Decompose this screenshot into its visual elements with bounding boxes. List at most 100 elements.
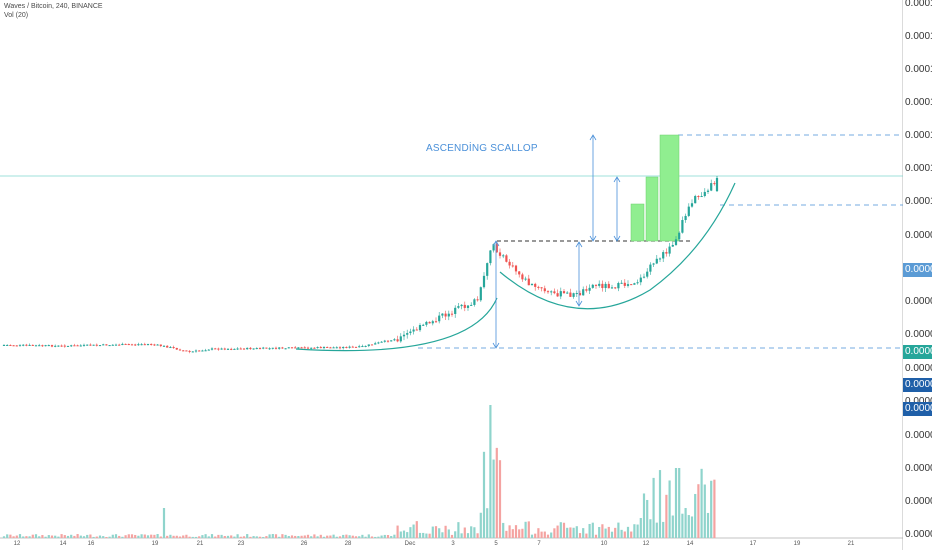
candle bbox=[198, 350, 201, 352]
volume-bar bbox=[130, 534, 134, 538]
candle bbox=[633, 283, 636, 285]
volume-bar bbox=[486, 508, 489, 538]
candle bbox=[678, 232, 681, 240]
volume-bar bbox=[124, 535, 127, 538]
candle bbox=[34, 345, 38, 347]
candle bbox=[345, 346, 348, 348]
candle bbox=[73, 345, 76, 347]
volume-bar bbox=[332, 534, 335, 538]
depth-arrow-head bbox=[575, 300, 583, 307]
candle bbox=[713, 183, 716, 185]
candle bbox=[287, 347, 290, 349]
volume-bar bbox=[319, 534, 322, 538]
candle bbox=[646, 271, 649, 277]
volume-bar bbox=[188, 536, 191, 538]
volume-bar bbox=[185, 534, 188, 538]
volume-bar bbox=[566, 527, 569, 538]
volume-bar bbox=[223, 535, 226, 538]
candle bbox=[623, 282, 626, 286]
volume-bar bbox=[713, 479, 716, 538]
volume-bar bbox=[572, 527, 575, 538]
candle bbox=[242, 348, 246, 350]
scallop-curve-left bbox=[295, 297, 498, 352]
candle bbox=[540, 287, 543, 289]
measure-arrows bbox=[492, 134, 621, 349]
volume-bar bbox=[604, 528, 607, 538]
candle bbox=[566, 292, 569, 294]
candle bbox=[463, 304, 466, 308]
volume-bar bbox=[418, 532, 422, 538]
volume-bar bbox=[658, 470, 662, 538]
candle bbox=[626, 284, 630, 286]
volume-bar bbox=[28, 536, 31, 538]
candle bbox=[380, 341, 383, 343]
volume-bar bbox=[569, 527, 572, 538]
candle bbox=[671, 244, 674, 247]
volume-bar bbox=[105, 536, 108, 538]
volume-bar bbox=[92, 536, 95, 538]
volume-bar bbox=[175, 535, 178, 538]
projection-box bbox=[645, 176, 659, 242]
candle bbox=[422, 324, 425, 326]
candle bbox=[166, 345, 169, 348]
chart-grid bbox=[0, 0, 904, 550]
candle bbox=[505, 255, 508, 262]
volume-bar bbox=[562, 522, 566, 538]
volume-bar bbox=[281, 534, 284, 538]
candle bbox=[342, 346, 345, 349]
volume-bar bbox=[201, 535, 204, 538]
volume-bar bbox=[530, 534, 534, 538]
candle bbox=[607, 283, 610, 289]
candle bbox=[338, 347, 342, 349]
candle bbox=[162, 345, 166, 347]
candle bbox=[214, 348, 217, 350]
candle bbox=[220, 348, 223, 350]
scallop-curve-right bbox=[499, 182, 736, 310]
candle bbox=[425, 321, 428, 325]
volume-bar bbox=[217, 534, 220, 538]
candle bbox=[230, 348, 233, 350]
candle bbox=[514, 265, 518, 272]
volume-bar bbox=[482, 451, 486, 538]
candle bbox=[271, 347, 274, 349]
volume-bar bbox=[639, 517, 642, 538]
candle bbox=[76, 345, 79, 347]
volume-bar bbox=[166, 535, 169, 538]
volume-bar bbox=[364, 536, 367, 538]
volume-bar bbox=[422, 532, 425, 538]
volume-bar bbox=[236, 534, 239, 538]
candle bbox=[233, 348, 236, 350]
volume-bar bbox=[521, 528, 524, 538]
candle bbox=[268, 348, 271, 350]
time-axis-label: 14 bbox=[59, 541, 67, 547]
candle bbox=[556, 293, 559, 297]
candle bbox=[630, 284, 633, 286]
candle bbox=[444, 313, 447, 317]
volume-bar bbox=[527, 521, 530, 538]
candle bbox=[534, 283, 537, 287]
candle bbox=[326, 346, 329, 348]
volume-bar bbox=[242, 536, 246, 538]
candle bbox=[530, 283, 534, 286]
volume-bar bbox=[268, 534, 271, 538]
volume-bar bbox=[463, 527, 466, 538]
volume-bar bbox=[361, 534, 364, 538]
volume-bar bbox=[415, 521, 418, 538]
projection-box bbox=[659, 134, 680, 242]
volume-bar bbox=[12, 536, 15, 538]
volume-bar bbox=[710, 480, 713, 538]
volume-bar bbox=[172, 535, 175, 538]
candle bbox=[374, 343, 377, 345]
volume-bar bbox=[607, 526, 610, 538]
volume-bar bbox=[230, 535, 233, 538]
symbol-title: Waves / Bitcoin, 240, BINANCE bbox=[4, 3, 103, 10]
volume-bar bbox=[412, 524, 415, 538]
candle bbox=[438, 315, 441, 322]
candle bbox=[604, 283, 607, 289]
candle bbox=[108, 345, 111, 347]
candle bbox=[715, 178, 719, 191]
candle bbox=[614, 287, 617, 289]
